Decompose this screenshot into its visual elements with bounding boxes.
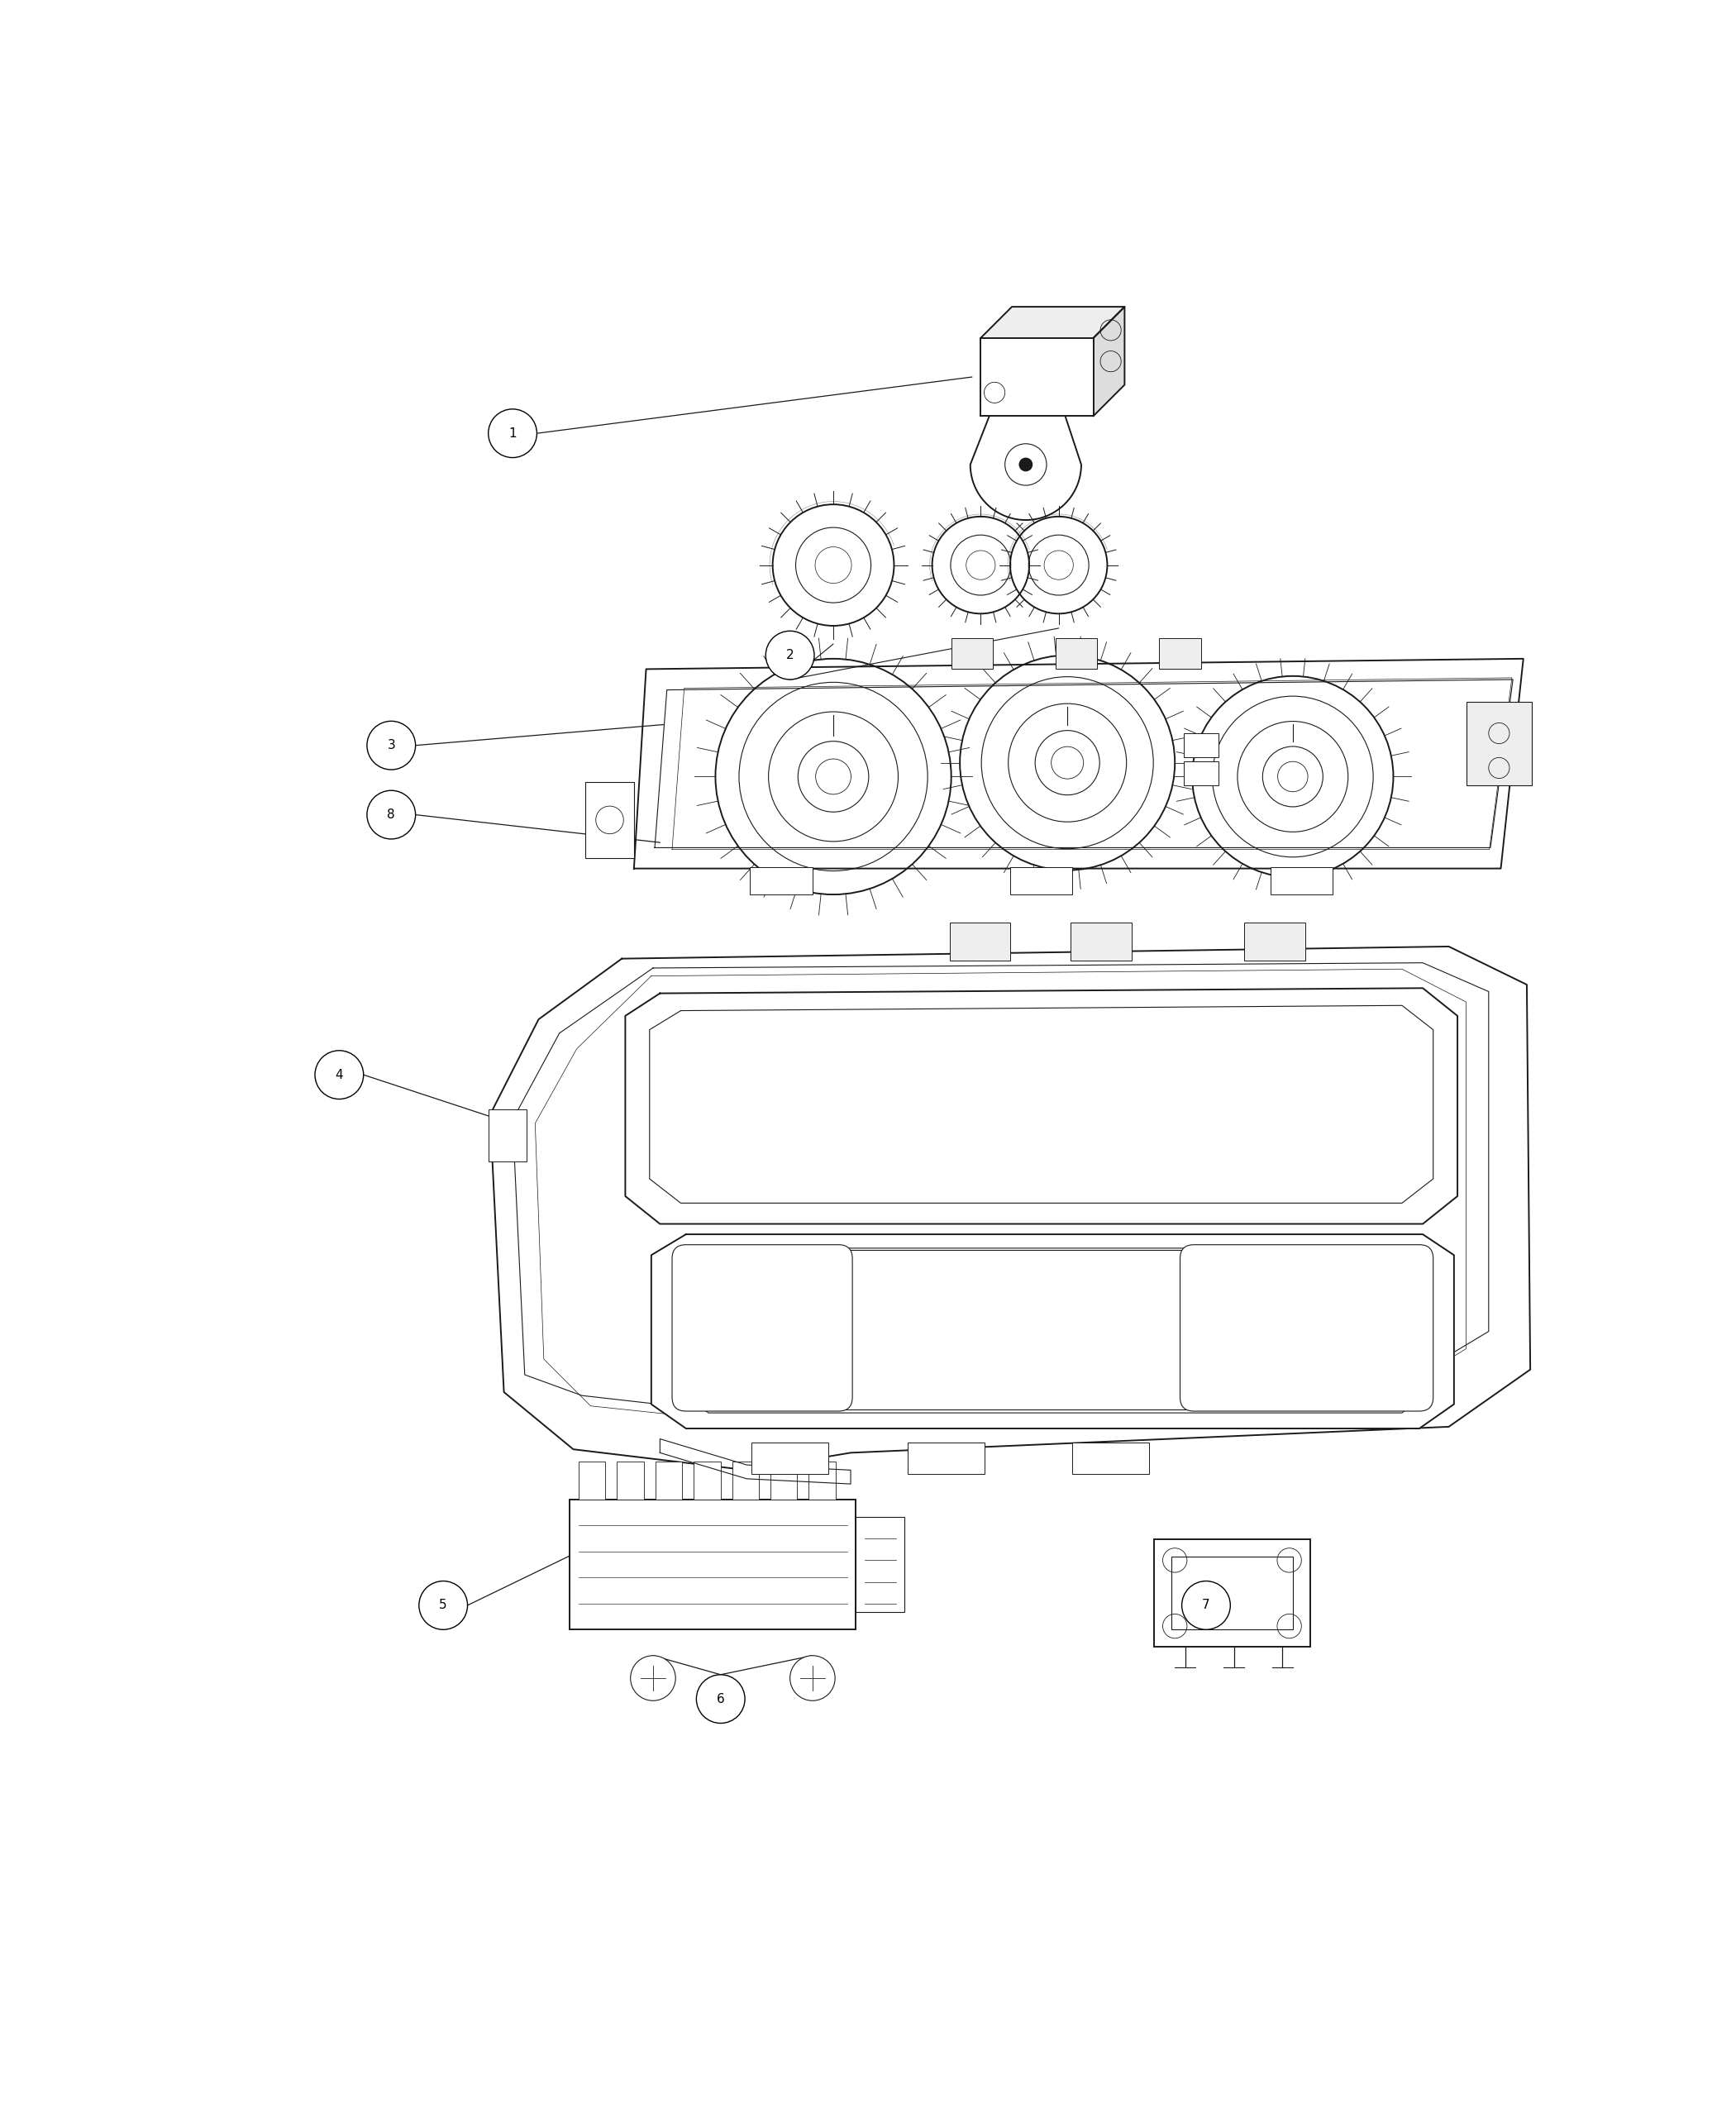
Circle shape [418, 1581, 467, 1629]
Bar [1055, 639, 1097, 668]
Bar [1467, 702, 1531, 786]
Bar [694, 1461, 720, 1499]
Circle shape [1278, 761, 1307, 793]
Bar [585, 782, 634, 858]
Circle shape [816, 759, 851, 795]
Circle shape [816, 546, 852, 584]
Bar [1184, 761, 1219, 786]
Circle shape [1019, 457, 1033, 472]
Text: 4: 4 [335, 1069, 344, 1081]
FancyBboxPatch shape [1180, 1244, 1434, 1410]
Text: 5: 5 [439, 1600, 448, 1611]
Polygon shape [970, 415, 1082, 521]
Bar [951, 639, 993, 668]
Polygon shape [625, 989, 1458, 1225]
Circle shape [630, 1655, 675, 1701]
Text: 6: 6 [717, 1693, 724, 1705]
Circle shape [366, 721, 415, 769]
Text: 2: 2 [786, 649, 793, 662]
Bar [809, 1461, 835, 1499]
Bar [578, 1461, 606, 1499]
Circle shape [967, 550, 995, 580]
Circle shape [1182, 1581, 1231, 1629]
Polygon shape [981, 308, 1125, 337]
Text: 8: 8 [387, 809, 396, 820]
Bar [488, 1109, 526, 1162]
Circle shape [1052, 746, 1083, 778]
FancyBboxPatch shape [672, 1244, 852, 1410]
Polygon shape [490, 946, 1529, 1469]
Circle shape [1043, 550, 1073, 580]
Text: 7: 7 [1201, 1600, 1210, 1611]
Bar [569, 1499, 856, 1629]
Polygon shape [981, 337, 1094, 415]
Bar [1184, 734, 1219, 757]
Bar [1172, 1558, 1293, 1629]
Text: 3: 3 [387, 740, 396, 753]
Bar [1071, 921, 1132, 961]
Bar [750, 866, 812, 894]
Bar [771, 1461, 797, 1499]
Bar [752, 1442, 828, 1473]
FancyBboxPatch shape [842, 1250, 1189, 1410]
Polygon shape [651, 1235, 1455, 1429]
Bar [616, 1461, 644, 1499]
Circle shape [766, 630, 814, 679]
Polygon shape [1094, 308, 1125, 415]
Circle shape [696, 1674, 745, 1722]
Circle shape [790, 1655, 835, 1701]
Circle shape [314, 1050, 363, 1098]
Bar [1010, 866, 1073, 894]
Polygon shape [634, 658, 1524, 868]
Bar [654, 1461, 682, 1499]
Circle shape [366, 790, 415, 839]
Bar [908, 1442, 984, 1473]
Bar [1245, 921, 1305, 961]
Text: 1: 1 [509, 428, 517, 441]
Bar [950, 921, 1010, 961]
Bar [1271, 866, 1333, 894]
Bar [1154, 1539, 1311, 1646]
Bar [856, 1518, 904, 1613]
Bar [733, 1461, 759, 1499]
Bar [1073, 1442, 1149, 1473]
Bar [1160, 639, 1201, 668]
Circle shape [488, 409, 536, 457]
